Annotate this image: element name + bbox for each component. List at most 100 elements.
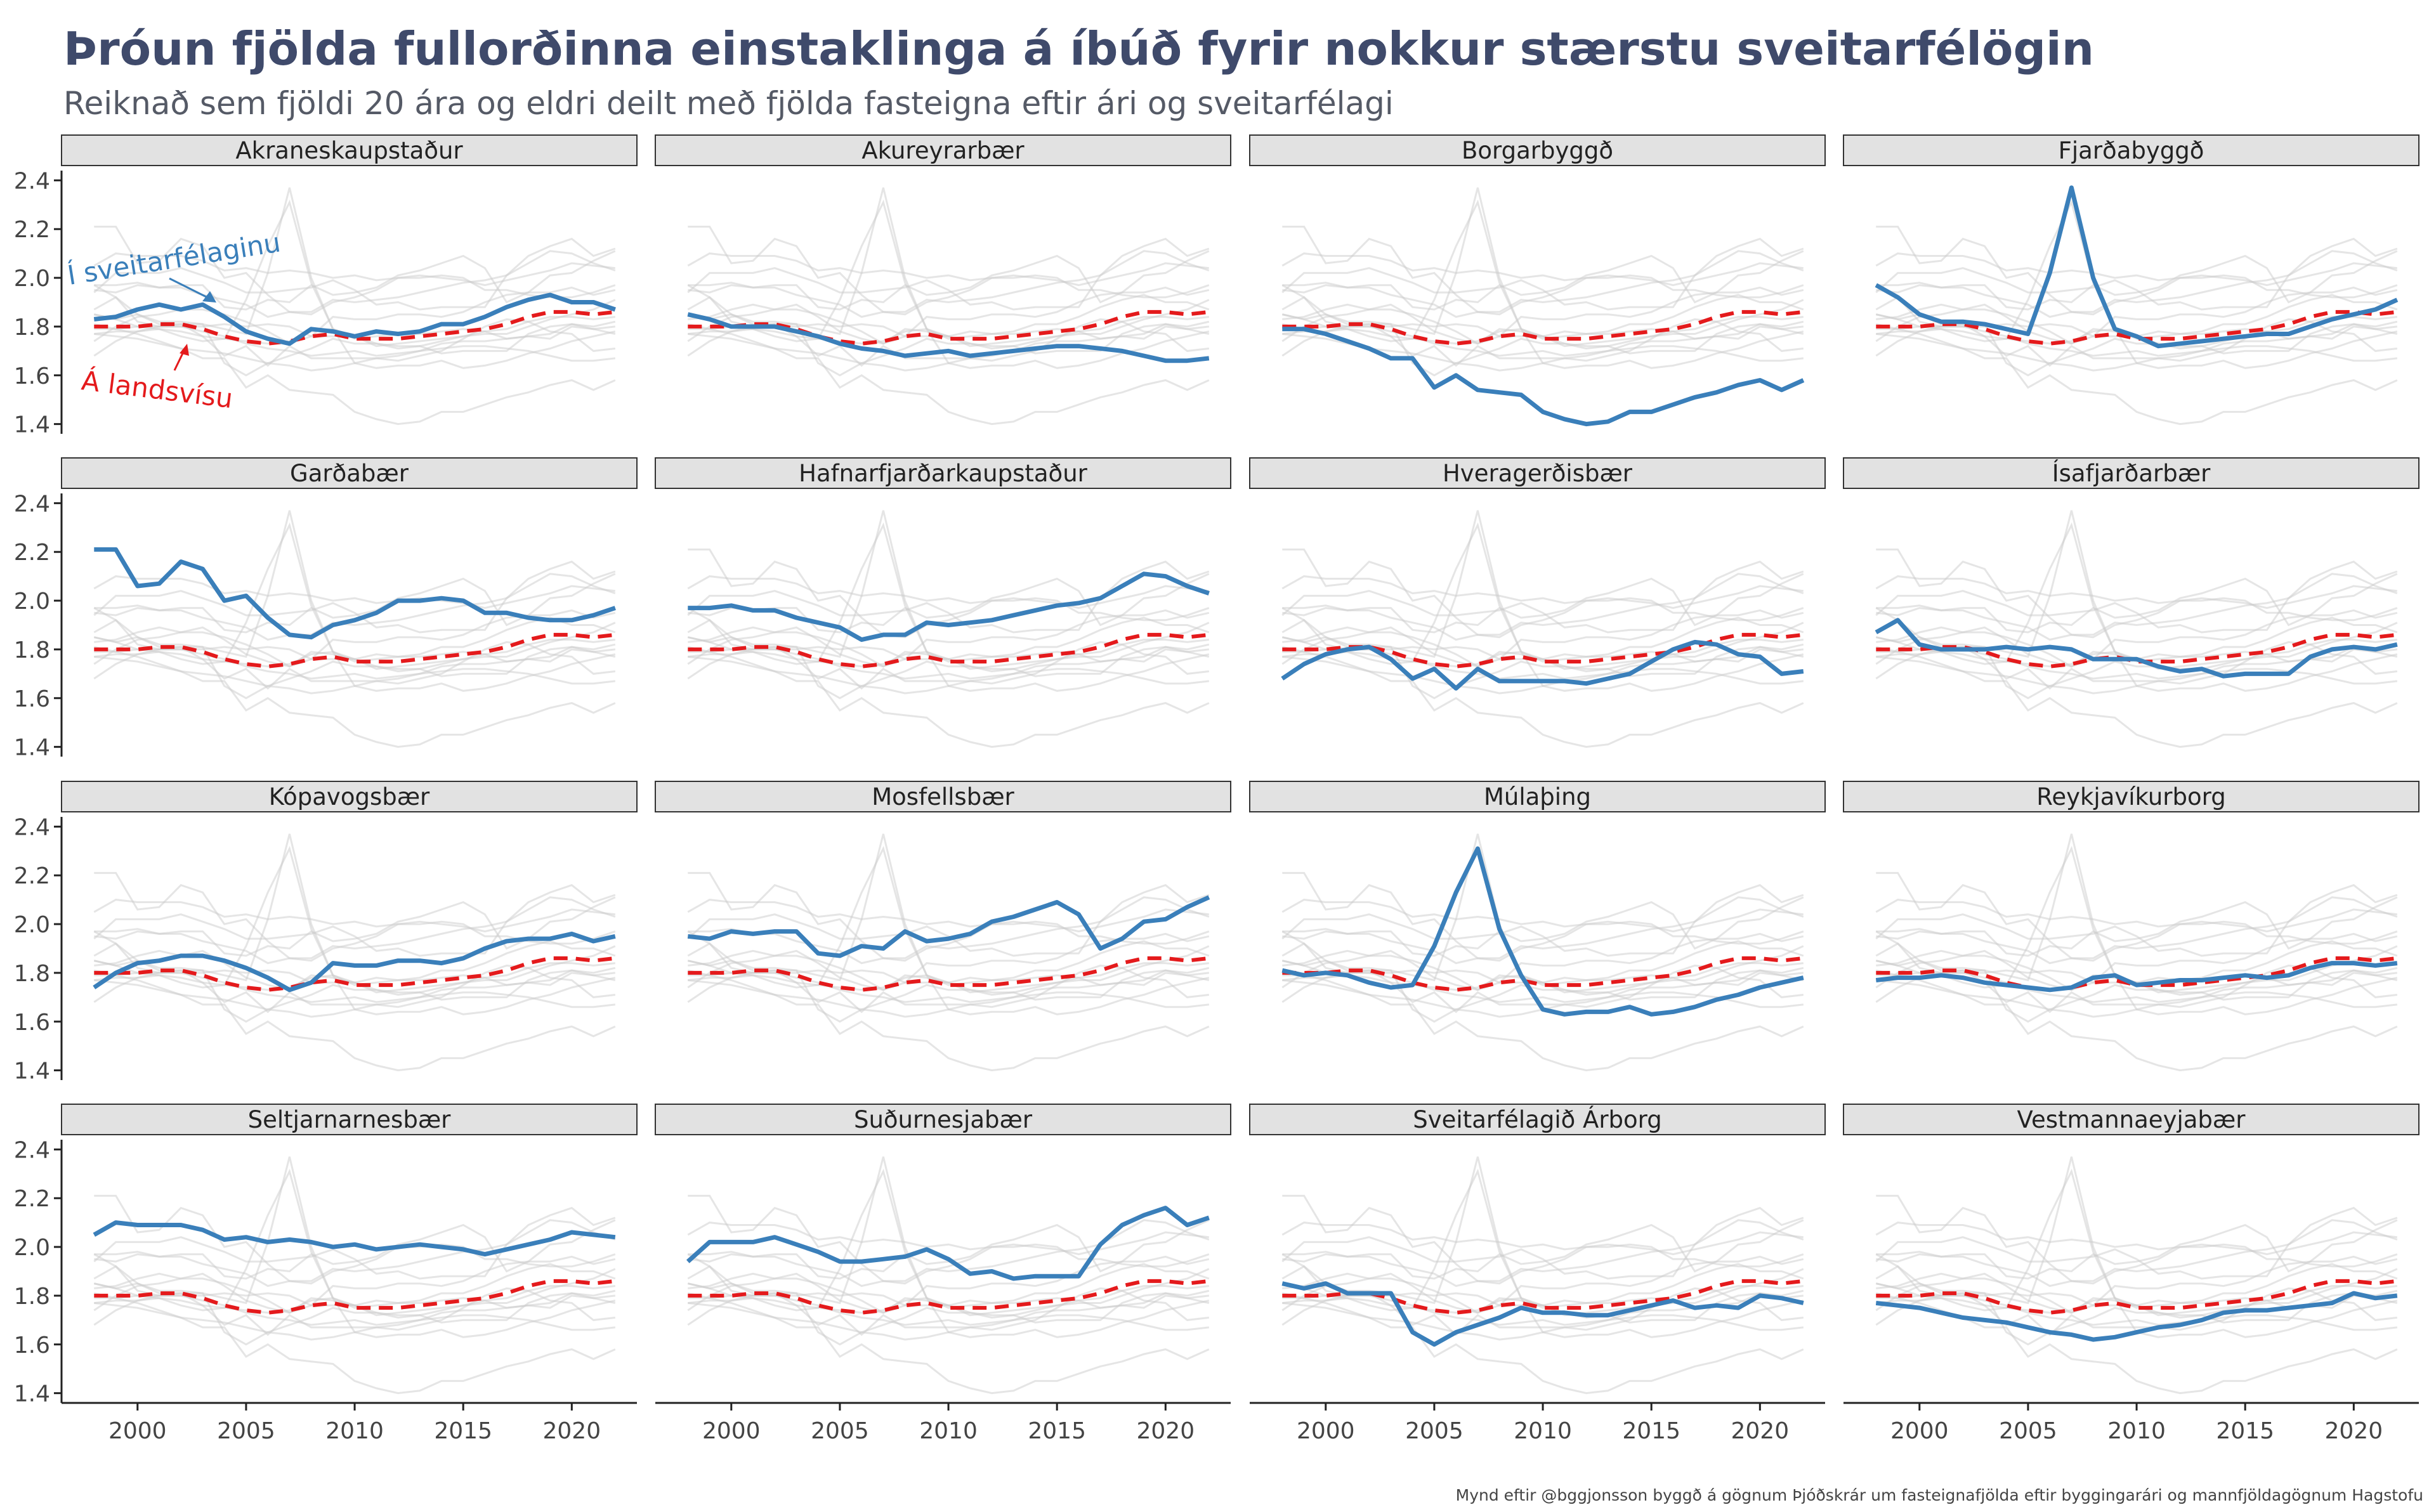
- panel-vestmannaeyjab-r: Vestmannaeyjabær 2000 2005 2010 2015 2020: [1843, 1104, 2420, 1444]
- background-series-line: [1282, 896, 1804, 957]
- background-series-line: [1282, 548, 1804, 639]
- background-series-line: [1281, 575, 1804, 609]
- x-tick-label: 2005: [217, 1418, 275, 1444]
- background-series-line: [1875, 237, 2398, 311]
- background-series-line: [1281, 899, 1804, 933]
- x-tick-label: 2005: [811, 1418, 869, 1444]
- background-series-line: [94, 1292, 615, 1341]
- y-tick-label: 1.6: [14, 1010, 50, 1036]
- y-tick-label: 2.4: [14, 814, 50, 840]
- background-series-line: [1282, 225, 1804, 316]
- background-series-line: [1282, 250, 1804, 311]
- background-series-line: [1282, 573, 1804, 641]
- background-series-line: [1876, 250, 2398, 311]
- background-series-line: [1282, 1219, 1804, 1287]
- chart-title: Þróun fjölda fullorðinna einstaklinga á …: [63, 22, 2094, 75]
- background-series-line: [94, 1194, 616, 1285]
- background-series-line: [1876, 1285, 2397, 1314]
- background-series-line: [688, 225, 1210, 316]
- x-tick-label: 2000: [1890, 1418, 1949, 1444]
- x-tick-label: 2000: [108, 1418, 167, 1444]
- background-series-line: [94, 896, 616, 965]
- x-tick-label: 2000: [702, 1418, 761, 1444]
- background-series-line: [1876, 969, 2397, 1018]
- x-tick-label: 2005: [1405, 1418, 1464, 1444]
- background-series-line: [1876, 250, 2398, 318]
- local-series-line: [1875, 1291, 2398, 1342]
- background-series-line: [1281, 1265, 1804, 1324]
- background-series-line: [1876, 548, 2398, 639]
- background-series-line: [1282, 871, 1804, 962]
- background-series-line: [1281, 1222, 1804, 1256]
- background-series-line: [1876, 896, 2398, 965]
- background-series-line: [688, 323, 1209, 372]
- panel-strip: [1249, 134, 1826, 166]
- panel-strip: [61, 457, 638, 489]
- background-series-line: [1875, 1265, 2398, 1324]
- background-series-line: [1876, 225, 2398, 316]
- y-tick-label: 1.8: [14, 637, 50, 663]
- chart-caption: Mynd eftir @bggjonsson byggð á gögnum Þj…: [1456, 1486, 2423, 1504]
- background-series-line: [1281, 237, 1804, 311]
- background-series-line: [1281, 296, 1804, 355]
- background-series-line: [1282, 896, 1804, 965]
- background-series-line: [94, 1219, 616, 1287]
- panel-strip: [61, 134, 638, 166]
- background-series-line: [688, 896, 1210, 965]
- background-series-line: [1281, 1206, 1804, 1280]
- panel-gar-ab-r: Garðabær 1.4 1.6 1.8 2.0 2.2 2.4: [14, 457, 638, 761]
- panel-strip-label: Garðabær: [290, 460, 409, 487]
- background-series-line: [93, 899, 615, 933]
- background-series-line: [93, 618, 616, 677]
- y-tick-label: 2.0: [14, 589, 50, 615]
- background-series-line: [94, 639, 615, 668]
- background-series-line: [93, 237, 616, 311]
- x-tick-label: 2015: [1622, 1418, 1680, 1444]
- background-series-line: [688, 969, 1209, 1018]
- background-series-line: [688, 250, 1210, 318]
- panel-seltjarnarnesb-r: Seltjarnarnesbær 1.4 1.6 1.8 2.0 2.2 2.4 2000 20…: [14, 1104, 638, 1444]
- background-series-line: [1281, 252, 1804, 287]
- y-tick-label: 1.6: [14, 363, 50, 389]
- panel-strip: [1249, 457, 1826, 489]
- background-series-line: [1281, 560, 1804, 634]
- background-series-line: [1875, 252, 2397, 287]
- panel-strip: [655, 457, 1231, 489]
- background-series-line: [688, 573, 1210, 634]
- local-series-line: [1875, 618, 2398, 679]
- panel-strip-label: Kópavogsbær: [269, 783, 430, 811]
- local-series-line: [1282, 327, 1805, 427]
- y-tick-label: 2.2: [14, 217, 50, 243]
- background-series-line: [1875, 575, 2397, 609]
- y-tick-label: 2.2: [14, 540, 50, 566]
- panel-strip: [1843, 1104, 2420, 1135]
- background-series-line: [688, 316, 1209, 345]
- panel-strip-label: Múlaþing: [1484, 783, 1591, 811]
- panel-strip-label: Ísafjarðarbær: [2052, 459, 2211, 487]
- background-series-line: [688, 1285, 1209, 1314]
- x-tick-label: 2010: [1514, 1418, 1572, 1444]
- background-series-line: [1875, 883, 2398, 957]
- annotation-local-arrowhead: [202, 291, 216, 303]
- panel-strip: [1843, 781, 2420, 812]
- panel-isafjar-arb-r: Ísafjarðarbær: [1843, 457, 2420, 748]
- background-series-line: [1876, 639, 2397, 668]
- local-series-line: [1875, 185, 2399, 349]
- background-series-line: [1281, 942, 1804, 1001]
- x-tick-label: 2020: [2325, 1418, 2383, 1444]
- panel-strip-label: Reykjavíkurborg: [2036, 783, 2225, 811]
- panel-strip-label: Hveragerðisbær: [1443, 460, 1633, 487]
- chart-subtitle: Reiknað sem fjöldi 20 ára og eldri deilt…: [63, 85, 1394, 122]
- background-series-line: [93, 942, 616, 1001]
- panel-strip-label: Akureyrarbær: [861, 137, 1025, 164]
- background-series-line: [687, 883, 1210, 957]
- background-series-line: [94, 962, 615, 991]
- panel-hverager-isb-r: Hveragerðisbær: [1249, 457, 1826, 748]
- panel-strip-label: Sveitarfélagið Árborg: [1413, 1105, 1661, 1133]
- background-series-line: [94, 969, 615, 1018]
- panel-mosfellsb-r: Mosfellsbær: [655, 781, 1231, 1072]
- local-series-line: [93, 292, 616, 346]
- background-series-line: [94, 573, 616, 634]
